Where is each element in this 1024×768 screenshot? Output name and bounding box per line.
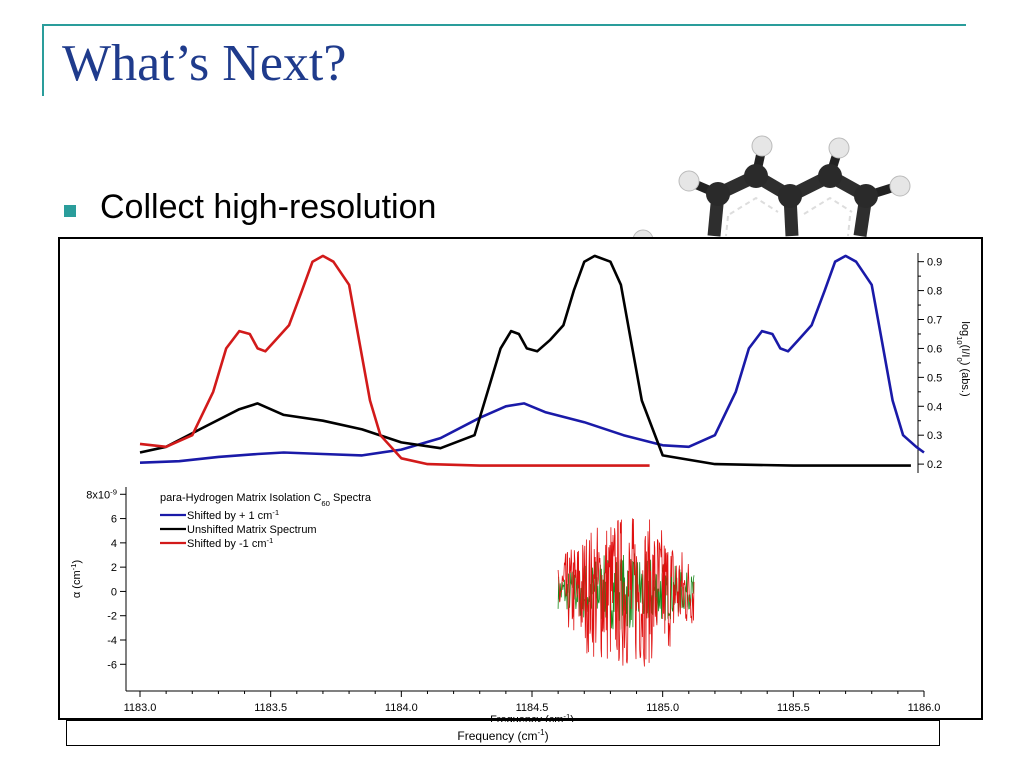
lower-x-tick-label: 1186.0 [908, 702, 941, 714]
upper-y-tick-label: 0.6 [927, 343, 942, 355]
upper-y-tick-label: 0.9 [927, 257, 942, 269]
slide-title: What’s Next? [62, 35, 347, 92]
background-axis-label: Frequency (cm-1) [457, 728, 549, 743]
upper-y-tick-label: 0.4 [927, 401, 942, 413]
lower-x-tick-label: 1185.5 [777, 702, 810, 714]
upper-series-line-2 [139, 254, 650, 467]
lower-x-tick-label: 1184.0 [385, 702, 418, 714]
legend-entry: Shifted by -1 cm-1 [187, 536, 273, 551]
upper-series-line-0 [139, 254, 925, 464]
lower-x-tick-label: 1184.5 [516, 702, 549, 714]
lower-y-tick-label: 6 [111, 514, 117, 526]
upper-series-line-1 [139, 254, 911, 467]
lower-x-tick-label: 1183.0 [124, 702, 157, 714]
upper-y-tick-label: 0.7 [927, 315, 942, 327]
title-rule-top [42, 24, 966, 26]
upper-y-tick-label: 0.8 [927, 286, 942, 298]
title-rule-left [42, 24, 44, 96]
lower-y-tick-label: -4 [107, 635, 117, 647]
lower-x-tick-label: 1183.5 [254, 702, 287, 714]
noise-trace-0 [557, 518, 695, 667]
upper-y-tick-label: 0.2 [927, 459, 942, 471]
ball-and-stick-molecule-icon [632, 135, 911, 251]
upper-y-tick-label: 0.3 [927, 430, 942, 442]
lower-x-tick-label: 1185.0 [646, 702, 679, 714]
upper-y-tick-label: 0.5 [927, 372, 942, 384]
bullet-text: Collect high-resolution [100, 188, 437, 226]
bullet-square-icon [64, 205, 76, 217]
lower-x-axis-label: Frequency (cm-1) [490, 712, 574, 723]
background-axis-frame: Frequency (cm-1) [66, 720, 940, 746]
lower-chart-title: para-Hydrogen Matrix Isolation C60 Spect… [160, 492, 372, 508]
upper-y-axis-label: log10(I/I0) (abs.) [956, 321, 972, 396]
spectra-chart: 0.9 0.8 0.7 0.6 0.5 0.4 0.3 0.2 log10(I/I0) (abs… [69, 253, 972, 723]
spectra-chart-panel: 0.9 0.8 0.7 0.6 0.5 0.4 0.3 0.2 log10(I/I0) (abs… [58, 237, 983, 723]
lower-y-tick-label: 2 [111, 562, 117, 574]
legend-entry: Unshifted Matrix Spectrum [187, 524, 317, 536]
lower-y-tick-label: 8x10-9 [86, 487, 117, 502]
lower-y-tick-label: 0 [111, 586, 117, 598]
legend-entry: Shifted by + 1 cm-1 [187, 508, 279, 523]
lower-y-tick-label: 4 [111, 538, 117, 550]
lower-y-axis-label: α (cm-1) [69, 560, 84, 598]
lower-y-tick-label: -6 [107, 659, 117, 671]
lower-y-tick-label: -2 [107, 611, 117, 623]
